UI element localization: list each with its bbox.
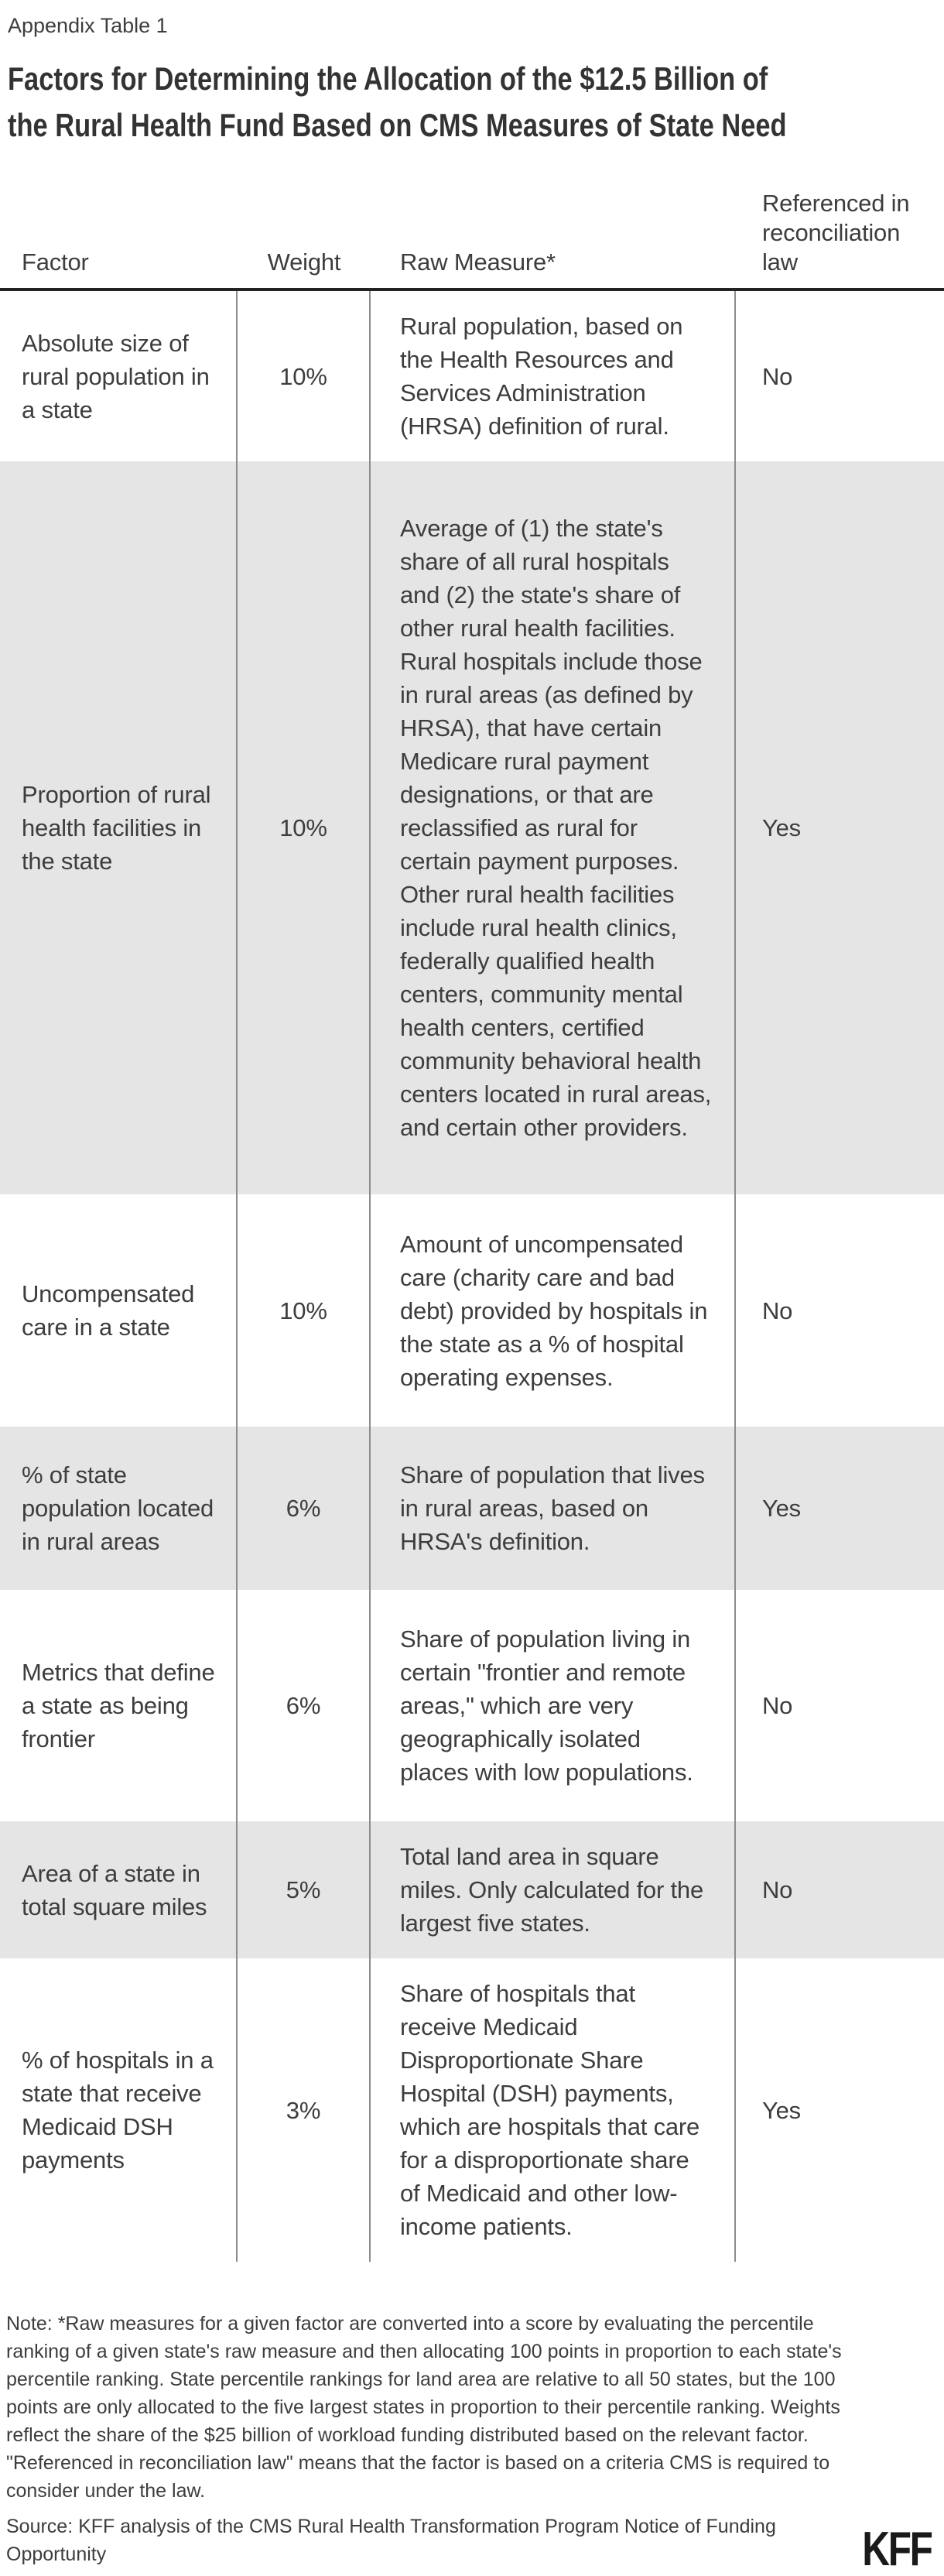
factor-cell: Absolute size of rural population in a s… — [0, 291, 238, 461]
source-text: Source: KFF analysis of the CMS Rural He… — [6, 2516, 776, 2565]
weight-cell: 10% — [238, 1194, 371, 1427]
page-title: Factors for Determining the Allocation o… — [8, 56, 936, 149]
weight-cell: 6% — [238, 1427, 371, 1590]
table-row: Metrics that define a state as being fro… — [0, 1590, 944, 1821]
referenced-cell: Yes — [762, 2096, 801, 2124]
table-header-row: Factor Weight Raw Measure* Referenced in… — [0, 189, 944, 291]
weight-cell: 5% — [238, 1821, 371, 1958]
table-row: Uncompensated care in a state 10% Amount… — [0, 1194, 944, 1427]
raw-measure-cell: Rural population, based on the Health Re… — [371, 291, 736, 461]
weight-cell: 10% — [238, 291, 371, 461]
kff-logo: KFF — [862, 2523, 934, 2576]
note-text: Note: *Raw measures for a given factor a… — [6, 2313, 842, 2502]
weight-cell: 10% — [238, 461, 371, 1194]
raw-measure-cell: Share of hospitals that receive Medicaid… — [371, 1958, 736, 2262]
page-title-line-1: Factors for Determining the Allocation o… — [8, 60, 768, 97]
page-title-line-2: the Rural Health Fund Based on CMS Measu… — [8, 107, 787, 143]
table-row: % of state population located in rural a… — [0, 1427, 944, 1590]
referenced-cell: No — [762, 1297, 793, 1324]
raw-measure-cell: Share of population that lives in rural … — [371, 1427, 736, 1590]
column-header-factor: Factor — [22, 248, 89, 276]
column-header-referenced: Referenced in reconciliation law — [762, 190, 910, 276]
column-header-weight: Weight — [267, 248, 341, 276]
table-label: Appendix Table 1 — [8, 14, 168, 37]
factor-cell: % of state population located in rural a… — [0, 1427, 238, 1590]
factor-cell: Metrics that define a state as being fro… — [0, 1590, 238, 1821]
referenced-cell: Yes — [762, 1495, 801, 1522]
table-body: Absolute size of rural population in a s… — [0, 291, 944, 2262]
factor-cell: % of hospitals in a state that receive M… — [0, 1958, 238, 2262]
weight-cell: 3% — [238, 1958, 371, 2262]
referenced-cell: Yes — [762, 814, 801, 841]
referenced-cell: No — [762, 362, 793, 390]
raw-measure-cell: Amount of uncompensated care (charity ca… — [371, 1194, 736, 1427]
raw-measure-cell: Average of (1) the state's share of all … — [371, 461, 736, 1194]
factor-cell: Uncompensated care in a state — [0, 1194, 238, 1427]
factor-cell: Area of a state in total square miles — [0, 1821, 238, 1958]
referenced-cell: No — [762, 1692, 793, 1719]
column-header-raw-measure: Raw Measure* — [400, 248, 556, 276]
table-row: Proportion of rural health facilities in… — [0, 461, 944, 1194]
factor-cell: Proportion of rural health facilities in… — [0, 461, 238, 1194]
raw-measure-cell: Share of population living in certain "f… — [371, 1590, 736, 1821]
table-row: Area of a state in total square miles 5%… — [0, 1821, 944, 1958]
source-row: Source: KFF analysis of the CMS Rural He… — [6, 2513, 934, 2576]
table-row: Absolute size of rural population in a s… — [0, 291, 944, 461]
table-row: % of hospitals in a state that receive M… — [0, 1958, 944, 2262]
referenced-cell: No — [762, 1876, 793, 1903]
raw-measure-cell: Total land area in square miles. Only ca… — [371, 1821, 736, 1958]
weight-cell: 6% — [238, 1590, 371, 1821]
